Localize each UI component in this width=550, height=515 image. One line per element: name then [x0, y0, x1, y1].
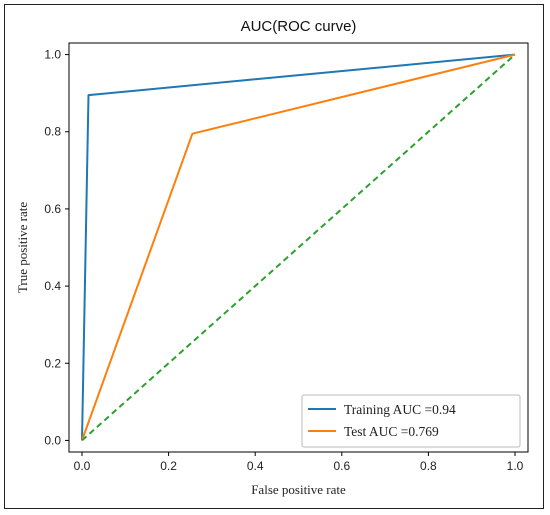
chart-title: AUC(ROC curve) [241, 18, 357, 35]
y-tick-label: 1.0 [44, 48, 61, 62]
legend-label-test: Test AUC =0.769 [344, 424, 439, 439]
y-tick-label: 0.2 [44, 356, 61, 370]
legend-label-training: Training AUC =0.94 [344, 402, 456, 417]
series-training-line [81, 53, 516, 441]
series-layer [81, 53, 516, 442]
legend-box [301, 394, 521, 448]
plot-area [68, 42, 529, 453]
legend: Training AUC =0.94 Test AUC =0.769 [301, 394, 521, 448]
x-tick-label: 0.0 [74, 459, 91, 473]
x-tick-label: 1.0 [507, 459, 524, 473]
x-tick-label: 0.2 [160, 459, 177, 473]
y-axis-label: True positive rate [15, 202, 30, 293]
y-tick-label: 0.6 [44, 202, 61, 216]
series-test-line [81, 53, 516, 441]
y-tick-label: 0.8 [44, 125, 61, 139]
series-diagonal-line [81, 53, 516, 442]
x-axis-ticks: 0.0 0.2 0.4 0.6 0.8 1.0 [74, 452, 524, 473]
x-tick-label: 0.6 [333, 459, 350, 473]
x-tick-label: 0.4 [247, 459, 264, 473]
x-tick-label: 0.8 [420, 459, 437, 473]
y-axis-ticks: 0.0 0.2 0.4 0.6 0.8 1.0 [44, 48, 69, 447]
x-axis-label: False positive rate [251, 482, 346, 497]
y-tick-label: 0.4 [44, 279, 61, 293]
y-tick-label: 0.0 [44, 433, 61, 447]
